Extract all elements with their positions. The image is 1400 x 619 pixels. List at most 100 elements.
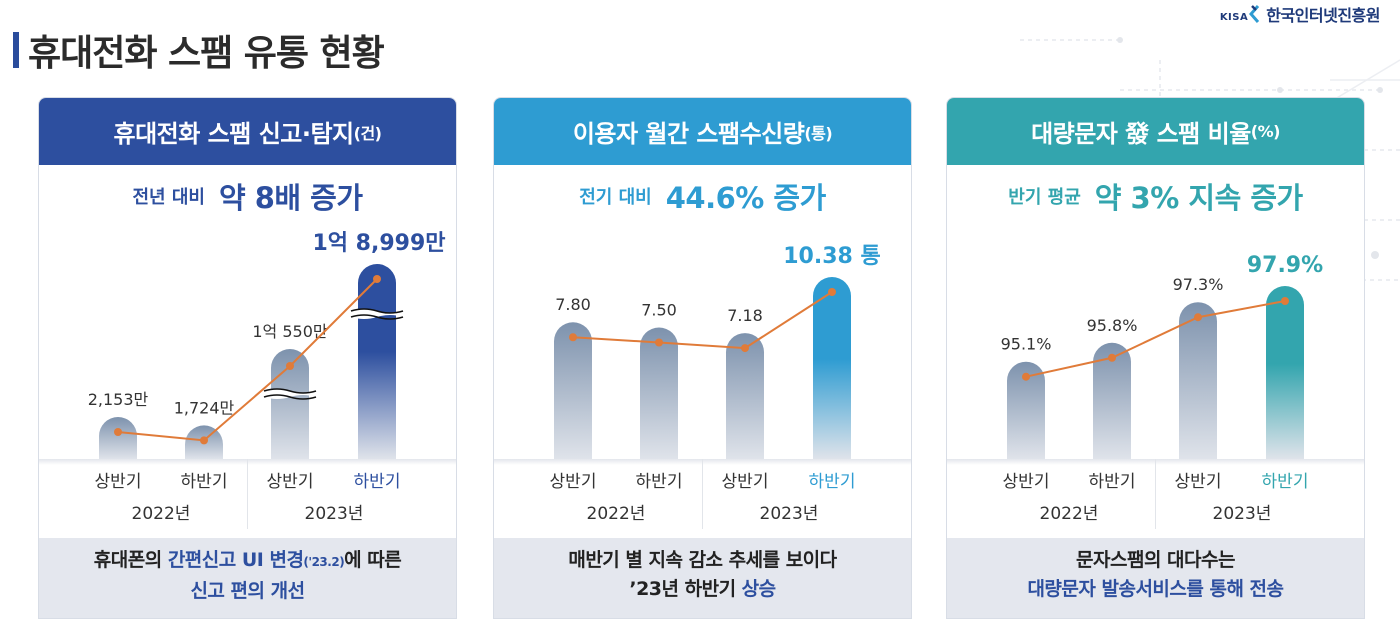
year-label: 2023년 xyxy=(759,504,819,524)
data-label: 7.80 xyxy=(555,295,591,314)
trend-point xyxy=(1194,313,1202,322)
bar xyxy=(1179,302,1217,459)
bar xyxy=(1266,286,1304,459)
x-tick-label: 하반기 xyxy=(180,472,228,492)
kisa-logo-text: 한국인터넷진흥원 xyxy=(1266,6,1380,25)
year-label: 2023년 xyxy=(304,504,364,524)
data-label: 7.18 xyxy=(727,306,763,325)
x-tick-label: 하반기 xyxy=(1088,472,1136,492)
bar xyxy=(1093,342,1131,459)
footer-text: 휴대폰의 xyxy=(93,549,168,571)
x-tick-label: 하반기 xyxy=(1261,472,1309,492)
footer-line-2: 신고 편의 개선 xyxy=(39,577,456,606)
card-headline: 전기 대비 44.6% 증가 xyxy=(494,165,911,227)
footer-text: ’23년 하반기 xyxy=(629,578,742,600)
card-headline: 반기 평균 약 3% 지속 증가 xyxy=(947,165,1364,227)
trend-point xyxy=(828,288,836,296)
kisa-chevron-icon xyxy=(1249,5,1260,23)
headline-value: 약 8배 증가 xyxy=(218,181,363,215)
trend-point xyxy=(741,344,749,353)
footer-text: 상승 xyxy=(741,578,776,600)
footer-line-1: 휴대폰의 간편신고 UI 변경('23.2)에 따른 xyxy=(39,546,456,577)
footer-text: 대량문자 발송서비스를 통해 전송 xyxy=(1027,578,1284,600)
trend-point xyxy=(114,428,122,436)
headline-comparison: 전기 대비 xyxy=(579,187,652,208)
headline-comparison: 반기 평균 xyxy=(1008,187,1081,208)
kisa-logo: KISA 한국인터넷진흥원 xyxy=(1220,2,1380,26)
kisa-logo-mark: KISA xyxy=(1220,5,1262,23)
data-label: 1억 8,999만 xyxy=(312,231,445,256)
x-tick-label: 상반기 xyxy=(266,472,314,492)
year-label: 2022년 xyxy=(1039,504,1099,524)
x-tick-label: 상반기 xyxy=(94,472,142,492)
footer-text: 신고 편의 개선 xyxy=(190,580,305,602)
data-label: 7.50 xyxy=(641,300,677,319)
data-label: 95.8% xyxy=(1087,316,1138,335)
trend-point xyxy=(200,436,208,445)
bar xyxy=(726,333,764,459)
year-divider xyxy=(247,459,248,529)
data-label: 1억 550만 xyxy=(252,322,328,341)
footer-line-2: ’23년 하반기 상승 xyxy=(494,575,911,604)
card-header-unit: (통) xyxy=(804,123,833,143)
bar xyxy=(640,327,678,459)
axis-break-mark xyxy=(350,308,404,320)
year-label: 2022년 xyxy=(586,504,646,524)
footer-line-2: 대량문자 발송서비스를 통해 전송 xyxy=(947,575,1364,604)
year-label: 2023년 xyxy=(1212,504,1272,524)
trend-point xyxy=(1022,372,1030,381)
year-divider xyxy=(702,459,703,529)
year-divider xyxy=(1155,459,1156,529)
bar xyxy=(1007,361,1045,459)
data-label: 97.9% xyxy=(1247,253,1323,278)
axis-break-mark xyxy=(263,388,317,400)
footer-text: ('23.2) xyxy=(303,555,345,569)
x-tick-label: 하반기 xyxy=(635,472,683,492)
x-tick-label: 하반기 xyxy=(808,472,856,492)
card-headline: 전년 대비 약 8배 증가 xyxy=(39,165,456,227)
card-header: 대량문자 發 스팸 비율 (%) xyxy=(947,98,1364,165)
data-label: 1,724만 xyxy=(174,398,235,417)
page-title: 휴대전화 스팸 유통 현황 xyxy=(28,33,385,74)
trend-point xyxy=(373,275,381,283)
card-header-unit: (건) xyxy=(353,123,382,143)
x-tick-label: 하반기 xyxy=(353,472,401,492)
headline-comparison: 전년 대비 xyxy=(132,187,205,208)
headline-value: 44.6% 증가 xyxy=(665,181,827,215)
x-tick-label: 상반기 xyxy=(549,472,597,492)
card-bulk-sms-spam-ratio: 대량문자 發 스팸 비율 (%) 반기 평균 약 3% 지속 증가 95.1% 95… xyxy=(946,97,1365,619)
card-header-title: 대량문자 發 스팸 비율 xyxy=(1031,120,1251,148)
card-header-title: 휴대전화 스팸 신고·탐지 xyxy=(113,120,355,148)
trend-point xyxy=(569,333,577,342)
bar-line-chart: 95.1% 95.8% 97.3% 97.9% xyxy=(1001,253,1323,459)
card-spam-reports: 휴대전화 스팸 신고·탐지 (건) 전년 대비 약 8배 증가 2,153만 1,7… xyxy=(38,97,457,619)
data-label: 2,153만 xyxy=(88,390,149,409)
x-axis: 상반기 하반기 상반기 하반기 2022년 2023년 xyxy=(494,459,911,538)
bar xyxy=(271,349,309,459)
trend-line xyxy=(572,291,833,350)
x-axis: 상반기 하반기 상반기 하반기 2022년 2023년 xyxy=(39,459,456,538)
card-monthly-spam-received: 이용자 월간 스팸수신량 (통) 전기 대비 44.6% 증가 7.80 7.50 7… xyxy=(493,97,912,619)
x-tick-label: 상반기 xyxy=(1002,472,1050,492)
year-label: 2022년 xyxy=(131,504,191,524)
trend-point xyxy=(1281,297,1289,305)
data-label: 97.3% xyxy=(1173,275,1224,294)
headline-value: 약 3% 지속 증가 xyxy=(1094,181,1303,215)
x-tick-label: 상반기 xyxy=(721,472,769,492)
bar-line-chart: 2,153만 1,724만 1억 550만 1억 8,999만 xyxy=(88,231,446,459)
kisa-logo-mark-text: KISA xyxy=(1219,12,1249,23)
trend-point xyxy=(655,338,663,347)
footer-line-1: 매반기 별 지속 감소 추세를 보이다 xyxy=(494,546,911,575)
footer-text: 문자스팸의 대다수는 xyxy=(1076,549,1235,571)
trend-point xyxy=(286,362,294,370)
x-tick-label: 상반기 xyxy=(1174,472,1222,492)
data-label: 95.1% xyxy=(1001,335,1052,354)
footer-text: 간편신고 UI 변경 xyxy=(167,549,304,571)
x-axis: 상반기 하반기 상반기 하반기 2022년 2023년 xyxy=(947,459,1364,538)
footer-text: 에 따른 xyxy=(344,549,402,571)
trend-point xyxy=(1108,353,1116,362)
card-header-title: 이용자 월간 스팸수신량 xyxy=(572,120,805,148)
card-header: 이용자 월간 스팸수신량 (통) xyxy=(494,98,911,165)
title-accent-bar xyxy=(13,32,19,68)
